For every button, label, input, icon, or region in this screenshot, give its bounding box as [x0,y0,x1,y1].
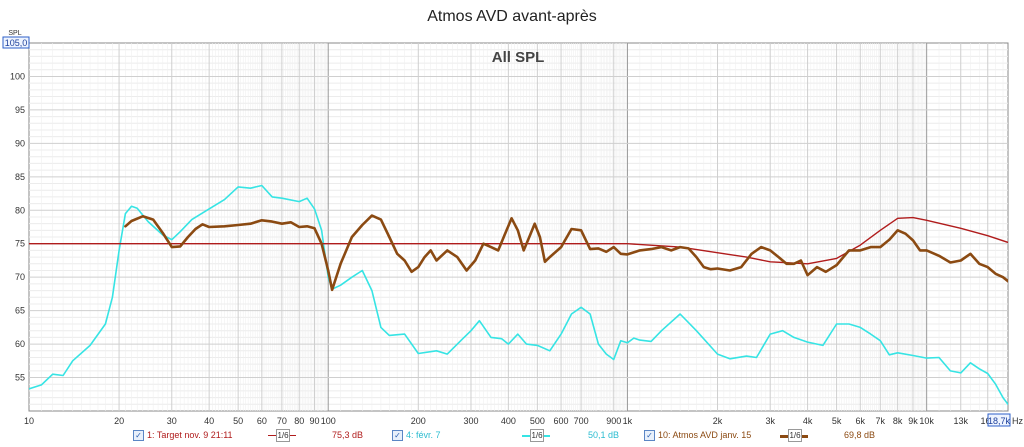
y-tick-label: 95 [15,105,25,115]
x-tick-label: 2k [713,416,723,426]
legend-series-name: 1: Target nov. 9 21:11 [147,430,233,440]
x-tick-label: 4k [803,416,813,426]
y-top-value-box [2,36,30,49]
series-line-1 [29,216,1008,265]
y-tick-label: 65 [15,306,25,316]
legend-smoothing-label: 1/6 [788,429,802,442]
legend-smoothing-label: 1/6 [530,429,544,442]
y-tick-label: 90 [15,138,25,148]
spl-chart[interactable]: 10 20 30 40 50 60 70 80 90 100 200 300 400 500 600 700 9… [0,0,1024,428]
x-tick-label: 80 [294,416,304,426]
legend-item[interactable]: ✓ 1: Target nov. 9 21:11 [133,430,233,442]
legend-level: 69,8 dB [844,430,876,440]
plot-area [28,42,1009,412]
legend-smoothing-swatch[interactable]: 1/6 [780,429,808,442]
y-tick-label: 75 [15,239,25,249]
y-tick-label: 80 [15,205,25,215]
legend-series-name: 10: Atmos AVD janv. 15 [658,430,752,440]
x-tick-label: 90 [310,416,320,426]
x-tick-label: 8k [893,416,903,426]
legend-smoothing-label: 1/6 [276,429,290,442]
x-tick-label: 70 [277,416,287,426]
legend-item[interactable]: ✓ 10: Atmos AVD janv. 15 [644,430,752,442]
x-tick-label: 900 [606,416,621,426]
x-tick-label: 1k [623,416,633,426]
x-end-value: 18,7k [988,416,1011,426]
x-tick-label: 700 [574,416,589,426]
legend-smoothing-swatch[interactable]: 1/6 [268,429,296,442]
window-title: Atmos AVD avant-après [427,8,597,25]
x-tick-label: 50 [233,416,243,426]
x-tick-label: 30 [167,416,177,426]
legend-checkbox[interactable]: ✓ [644,430,655,442]
legend-level: 75,3 dB [332,430,364,440]
x-tick-label: 10 [24,416,34,426]
y-tick-label: 70 [15,272,25,282]
plot-title: All SPL [492,49,545,66]
legend-smoothing-swatch[interactable]: 1/6 [522,429,550,442]
x-tick-label: 5k [832,416,842,426]
x-end-value-box [987,413,1011,427]
y-tick-label: 55 [15,373,25,383]
series-line-3 [124,214,1008,292]
y-axis-label: SPL [8,30,21,37]
legend-series-name: 4: févr. 7 [406,430,441,440]
x-tick-label: 10k [919,416,934,426]
x-tick-label: 20 [114,416,124,426]
x-tick-label: 7k [876,416,886,426]
x-tick-label: 600 [554,416,569,426]
legend-bar: ✓ 1: Target nov. 9 21:11 1/6 75,3 dB ✓ 4: fév… [0,428,1024,447]
y-tick-label: 60 [15,339,25,349]
x-tick-label: 60 [257,416,267,426]
legend-item[interactable]: ✓ 4: févr. 7 [392,430,441,442]
x-tick-label: 9k [908,416,918,426]
x-axis-unit: Hz [1012,416,1023,426]
x-tick-label: 13k [953,416,968,426]
y-top-value: 105,0 [5,38,28,48]
y-tick-label: 100 [10,71,25,81]
x-tick-label: 200 [411,416,426,426]
x-tick-label: 400 [501,416,516,426]
legend-checkbox[interactable]: ✓ [392,430,403,442]
x-tick-label: 100 [321,416,336,426]
legend-level: 50,1 dB [588,430,620,440]
y-tick-label: 85 [15,172,25,182]
x-tick-label: 500 [530,416,545,426]
x-tick-label: 6k [856,416,866,426]
x-tick-label: 3k [765,416,775,426]
series-line-2 [29,184,1008,406]
x-tick-label: 40 [204,416,214,426]
x-tick-label: 300 [463,416,478,426]
legend-checkbox[interactable]: ✓ [133,430,144,442]
